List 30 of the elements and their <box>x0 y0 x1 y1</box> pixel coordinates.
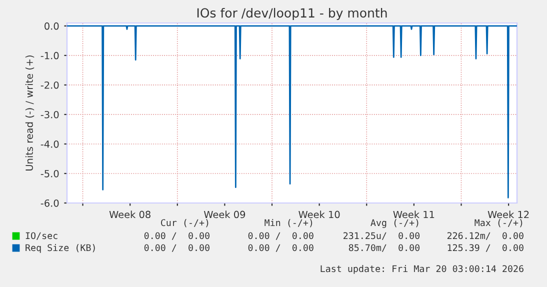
text: 0.00 / 0.00 <box>144 244 210 252</box>
text: 85.70m/ 0.00 <box>348 244 420 252</box>
text: Last update: Fri Mar 20 03:00:14 2026 <box>320 265 524 274</box>
y-tick-label: -1.0 <box>40 52 59 60</box>
y-tick-label: -4.0 <box>40 140 59 148</box>
text: 0.00 / 0.00 <box>144 232 210 240</box>
y-tick-label: -6.0 <box>40 199 59 207</box>
y-tick-label: -2.0 <box>40 81 59 89</box>
x-tick-label: Week 10 <box>298 210 340 218</box>
text: 125.39 / 0.00 <box>448 244 524 252</box>
text: 0.00 / 0.00 <box>248 232 314 240</box>
text: 0.00 / 0.00 <box>248 244 314 252</box>
text: 231.25u/ 0.00 <box>344 232 420 240</box>
y-tick-label: -3.0 <box>40 110 59 118</box>
text: Min (-/+) <box>264 219 312 228</box>
text: Max (-/+) <box>474 219 522 228</box>
y-axis-title: Units read (-) / write (+) <box>25 55 34 171</box>
text: Cur (-/+) <box>161 219 208 228</box>
chart-title: IOs for /dev/loop11 - by month <box>197 8 387 20</box>
line-series <box>67 25 517 198</box>
text: Avg (-/+) <box>370 219 418 228</box>
x-tick-label: Week 11 <box>393 210 434 218</box>
legend-label: Req Size (KB) <box>26 244 95 253</box>
text: 226.12m/ 0.00 <box>447 232 524 240</box>
legend-label: IO/sec <box>26 232 58 240</box>
y-tick-label: -5.0 <box>40 170 59 178</box>
x-tick-label: Week 09 <box>204 210 246 218</box>
x-tick-label: Week 08 <box>109 210 150 218</box>
y-tick-label: 0.0 <box>44 22 59 30</box>
x-tick-label: Week 12 <box>488 210 529 218</box>
